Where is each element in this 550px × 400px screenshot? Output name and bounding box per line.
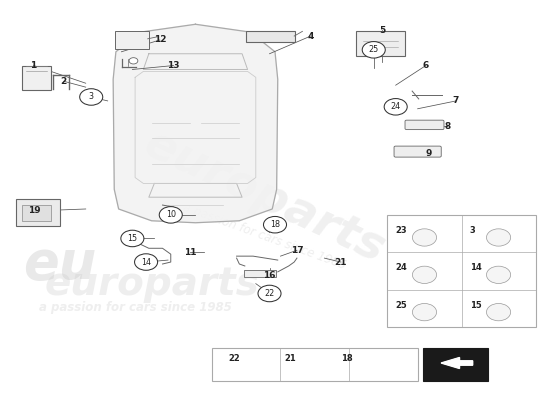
- Polygon shape: [441, 358, 472, 368]
- Circle shape: [487, 266, 510, 284]
- Text: 19: 19: [29, 206, 41, 216]
- Text: 8: 8: [445, 122, 451, 131]
- Circle shape: [121, 230, 144, 247]
- FancyBboxPatch shape: [246, 30, 295, 42]
- Text: 15: 15: [127, 234, 138, 243]
- Text: 15: 15: [470, 300, 481, 310]
- FancyBboxPatch shape: [15, 199, 60, 226]
- FancyBboxPatch shape: [405, 120, 444, 130]
- Circle shape: [384, 98, 407, 115]
- Bar: [423, 348, 488, 381]
- Circle shape: [263, 216, 287, 233]
- Text: a passion for cars since 1985: a passion for cars since 1985: [181, 201, 348, 272]
- Text: 21: 21: [284, 354, 296, 363]
- Text: eu: eu: [23, 238, 96, 290]
- Text: 24: 24: [395, 263, 408, 272]
- Circle shape: [412, 229, 437, 246]
- FancyBboxPatch shape: [394, 146, 441, 157]
- Text: 3: 3: [89, 92, 94, 102]
- Text: 23: 23: [395, 226, 408, 235]
- FancyBboxPatch shape: [21, 66, 51, 90]
- Circle shape: [487, 304, 510, 321]
- Text: 2: 2: [60, 77, 67, 86]
- Text: 18: 18: [342, 354, 353, 363]
- Circle shape: [129, 58, 138, 64]
- Circle shape: [412, 266, 437, 284]
- Text: a passion for cars since 1985: a passion for cars since 1985: [39, 301, 232, 314]
- Text: 3: 3: [470, 226, 476, 235]
- Circle shape: [487, 229, 510, 246]
- Bar: [212, 348, 417, 381]
- Circle shape: [412, 304, 437, 321]
- Text: 18: 18: [270, 220, 280, 229]
- Text: 1: 1: [30, 61, 37, 70]
- Text: 16: 16: [263, 271, 276, 280]
- Text: 17: 17: [290, 246, 303, 255]
- Text: 4: 4: [307, 32, 314, 40]
- Text: 25: 25: [395, 300, 408, 310]
- Text: 25: 25: [368, 45, 379, 54]
- Text: europarts: europarts: [45, 265, 260, 303]
- Text: 14: 14: [141, 258, 151, 266]
- Text: 21: 21: [334, 258, 347, 266]
- Text: 14: 14: [470, 263, 481, 272]
- FancyBboxPatch shape: [22, 205, 51, 221]
- Polygon shape: [113, 24, 278, 223]
- Text: 22: 22: [228, 354, 240, 363]
- Text: 22: 22: [265, 289, 274, 298]
- Text: 7: 7: [453, 96, 459, 106]
- FancyBboxPatch shape: [356, 30, 405, 56]
- FancyBboxPatch shape: [244, 270, 276, 276]
- Text: 6: 6: [423, 61, 429, 70]
- Circle shape: [362, 42, 385, 58]
- Circle shape: [160, 207, 182, 223]
- FancyBboxPatch shape: [115, 31, 149, 50]
- Circle shape: [258, 285, 281, 302]
- Text: europarts: europarts: [136, 122, 392, 273]
- Text: 13: 13: [167, 61, 180, 70]
- Bar: [387, 215, 536, 327]
- Text: 12: 12: [153, 36, 166, 44]
- Text: 5: 5: [379, 26, 385, 35]
- Circle shape: [80, 89, 103, 105]
- Text: 24: 24: [390, 102, 401, 111]
- Circle shape: [135, 254, 158, 270]
- Text: 10: 10: [166, 210, 176, 219]
- Text: 9: 9: [425, 150, 432, 158]
- Text: 11: 11: [184, 248, 196, 257]
- Text: 035 02: 035 02: [438, 389, 472, 398]
